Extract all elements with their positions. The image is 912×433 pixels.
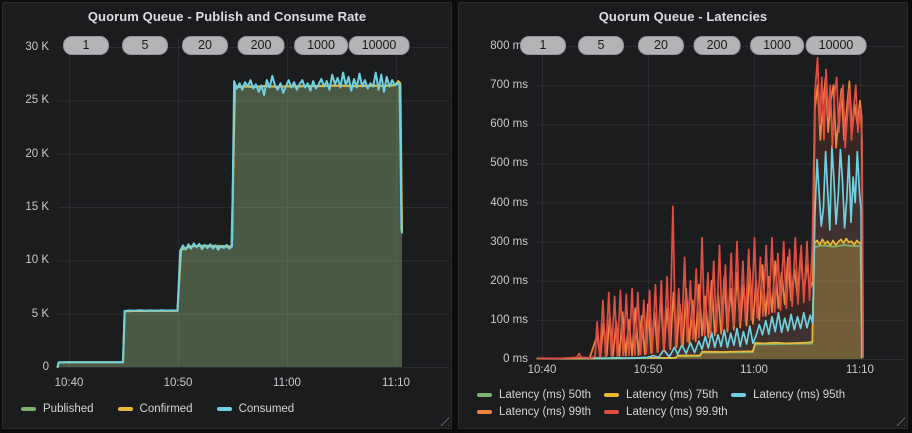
legend-label: Latency (ms) 95th (753, 389, 846, 401)
annotation-pill-20[interactable]: 20 (182, 36, 228, 55)
y-tick-label: 20 K (25, 147, 49, 160)
y-tick-label: 400 ms (490, 196, 528, 209)
legend-swatch-icon (216, 407, 232, 411)
legend-swatch-icon (21, 407, 36, 411)
y-tick-label: 15 K (25, 201, 49, 213)
legend-swatch-icon (477, 410, 492, 414)
series-line-consumed (56, 71, 403, 368)
y-tick-label: 600 ms (490, 118, 528, 131)
annotation-pill-10000[interactable]: 10000 (805, 36, 867, 55)
resize-handle-icon[interactable] (440, 417, 449, 426)
legend-item-latency-ms-75th[interactable]: Latency (ms) 75th (604, 389, 718, 401)
panel-title[interactable]: Quorum Queue - Latencies (598, 9, 768, 24)
resize-handle-icon[interactable] (896, 417, 905, 426)
latency-chart (536, 39, 904, 360)
y-tick-label: 30 K (25, 41, 49, 53)
annotation-pill-1000[interactable]: 1000 (294, 36, 348, 55)
legend-label: Latency (ms) 50th (499, 389, 592, 401)
y-tick-label: 25 K (25, 94, 49, 107)
legend-swatch-icon (477, 393, 492, 397)
x-tick-label: 11:10 (846, 364, 874, 376)
legend-swatch-icon (604, 410, 620, 414)
panel-publish-consume-rate: Quorum Queue - Publish and Consume Rate … (2, 2, 452, 429)
panel-title[interactable]: Quorum Queue - Publish and Consume Rate (87, 9, 367, 24)
series-fill-published (57, 84, 402, 368)
legend-label: Latency (ms) 99th (499, 406, 592, 418)
legend-label: Consumed (238, 403, 295, 415)
series-fill-latency-ms-50th (537, 245, 863, 359)
legend-label: Latency (ms) 75th (626, 389, 719, 401)
series-line-latency-ms-75th (536, 237, 863, 360)
legend-label: Latency (ms) 99.9th (626, 406, 728, 418)
series-line-latency-ms-99-9th (536, 56, 865, 360)
legend-swatch-icon (731, 393, 747, 397)
annotation-pill-1[interactable]: 1 (520, 36, 566, 55)
annotation-pill-200[interactable]: 200 (693, 36, 741, 55)
panel-latencies: Quorum Queue - Latencies 1 5 20 200 1000 1000… (458, 2, 908, 429)
y-tick-label: 700 ms (490, 79, 528, 92)
y-tick-label: 0 (42, 361, 49, 373)
series-fill-consumed (57, 72, 402, 367)
legend-label: Confirmed (139, 403, 193, 415)
series-fill-confirmed (57, 81, 402, 367)
legend: Latency (ms) 50th Latency (ms) 75th Latenc… (477, 389, 859, 418)
annotation-pill-1000[interactable]: 1000 (750, 36, 804, 55)
legend-swatch-icon (117, 407, 133, 411)
legend-item-consumed[interactable]: Consumed (216, 403, 295, 415)
y-tick-label: 100 ms (490, 313, 528, 326)
rate-chart (56, 39, 449, 368)
x-tick-label: 11:00 (273, 377, 301, 389)
y-tick-label: 800 ms (490, 40, 528, 52)
annotation-pill-5[interactable]: 5 (122, 36, 168, 55)
legend-item-published[interactable]: Published (21, 403, 94, 415)
legend-label: Published (43, 403, 94, 415)
legend-swatch-icon (604, 393, 620, 397)
annotation-pill-20[interactable]: 20 (638, 36, 684, 55)
annotation-pill-5[interactable]: 5 (578, 36, 624, 55)
x-tick-label: 11:00 (740, 364, 768, 376)
annotation-pill-10000[interactable]: 10000 (348, 36, 410, 55)
y-tick-label: 0 ms (503, 353, 528, 365)
series-fill-latency-ms-95th (537, 145, 863, 359)
legend: Published Confirmed Consumed (21, 403, 441, 415)
x-tick-label: 10:50 (633, 364, 663, 376)
annotation-pill-1[interactable]: 1 (63, 36, 109, 55)
y-tick-label: 500 ms (490, 157, 528, 170)
legend-item-confirmed[interactable]: Confirmed (117, 403, 193, 415)
legend-item-latency-ms-95th[interactable]: Latency (ms) 95th (731, 389, 845, 401)
x-tick-label: 10:50 (163, 377, 193, 389)
y-tick-label: 5 K (31, 307, 49, 320)
y-tick-label: 10 K (25, 254, 49, 267)
x-tick-label: 11:10 (382, 377, 410, 389)
y-tick-label: 200 ms (490, 274, 528, 287)
series-fill-latency-ms-75th (537, 238, 863, 359)
series-line-latency-ms-95th (536, 144, 863, 360)
annotation-pill-200[interactable]: 200 (237, 36, 285, 55)
legend-item-latency-ms-99th[interactable]: Latency (ms) 99th (477, 406, 591, 418)
legend-item-latency-ms-50th[interactable]: Latency (ms) 50th (477, 389, 591, 401)
legend-item-latency-ms-99-9th[interactable]: Latency (ms) 99.9th (604, 406, 728, 418)
x-tick-label: 10:40 (54, 377, 84, 389)
x-tick-label: 10:40 (527, 364, 557, 376)
y-tick-label: 300 ms (490, 235, 528, 248)
